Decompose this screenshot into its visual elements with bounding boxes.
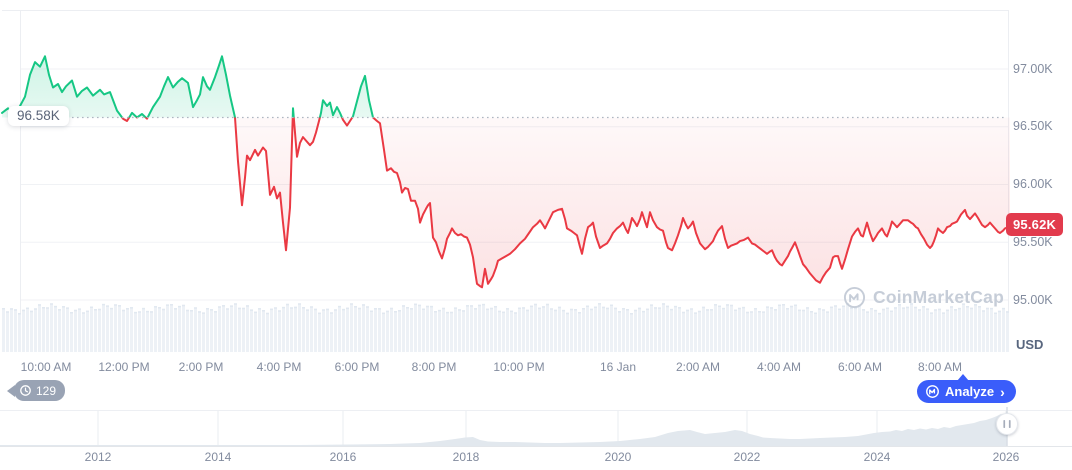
y-axis-unit-label: USD xyxy=(1016,337,1044,352)
x-axis-tick: 6:00 PM xyxy=(334,360,380,374)
x-axis-tick: 2:00 PM xyxy=(178,360,224,374)
cmc-logo-icon xyxy=(925,384,940,399)
history-count-label: 129 xyxy=(36,383,57,398)
y-axis-tick: 95.50K xyxy=(1013,234,1053,249)
x-axis-tick: 6:00 AM xyxy=(837,360,883,374)
y-axis-tick: 97.00K xyxy=(1013,61,1053,76)
x-axis-tick: 4:00 PM xyxy=(256,360,302,374)
chevron-right-icon: › xyxy=(1000,383,1005,400)
navigator-history-area xyxy=(0,414,1007,446)
x-axis-tick: 16 Jan xyxy=(599,360,637,374)
navigator-year-tick: 2024 xyxy=(863,450,891,464)
x-axis-tick: 10:00 PM xyxy=(493,360,545,374)
analyze-button[interactable]: Analyze › xyxy=(917,374,1016,403)
y-axis-tick: 95.00K xyxy=(1013,292,1053,307)
watermark-text: CoinMarketCap xyxy=(873,287,1004,307)
range-navigator[interactable] xyxy=(0,407,1072,447)
navigator-year-tick: 2014 xyxy=(204,450,232,464)
volume-bars xyxy=(2,303,1009,352)
y-axis-tick: 96.00K xyxy=(1013,177,1053,191)
x-axis-tick: 12:00 PM xyxy=(98,360,150,374)
navigator-year-tick: 2012 xyxy=(84,450,112,464)
price-series xyxy=(1,55,1011,289)
history-count-badge[interactable]: 129 xyxy=(6,380,66,401)
x-axis-tick: 10:00 AM xyxy=(20,360,72,374)
cmc-watermark-logo-icon xyxy=(843,286,866,309)
x-axis-tick: 8:00 AM xyxy=(917,360,963,374)
analyze-button-label: Analyze xyxy=(945,384,995,399)
navigator-year-tick: 2026 xyxy=(992,450,1020,464)
coinmarketcap-watermark: CoinMarketCap xyxy=(843,286,1004,309)
y-axis-tick: 96.50K xyxy=(1013,119,1053,134)
navigator-year-tick: 2020 xyxy=(604,450,632,464)
analyze-caret xyxy=(957,374,969,381)
x-axis-tick: 2:00 AM xyxy=(675,360,721,374)
range-handle-icon[interactable] xyxy=(996,413,1018,435)
baseline-price-label: 96.58K xyxy=(8,106,69,126)
navigator-year-tick: 2016 xyxy=(329,450,357,464)
current-price-badge: 95.62K xyxy=(1006,213,1064,236)
history-clock-icon xyxy=(19,384,32,397)
navigator-year-tick: 2022 xyxy=(733,450,761,464)
navigator-year-tick: 2018 xyxy=(452,450,480,464)
x-axis-tick: 4:00 AM xyxy=(756,360,802,374)
x-axis-tick: 8:00 PM xyxy=(411,360,457,374)
